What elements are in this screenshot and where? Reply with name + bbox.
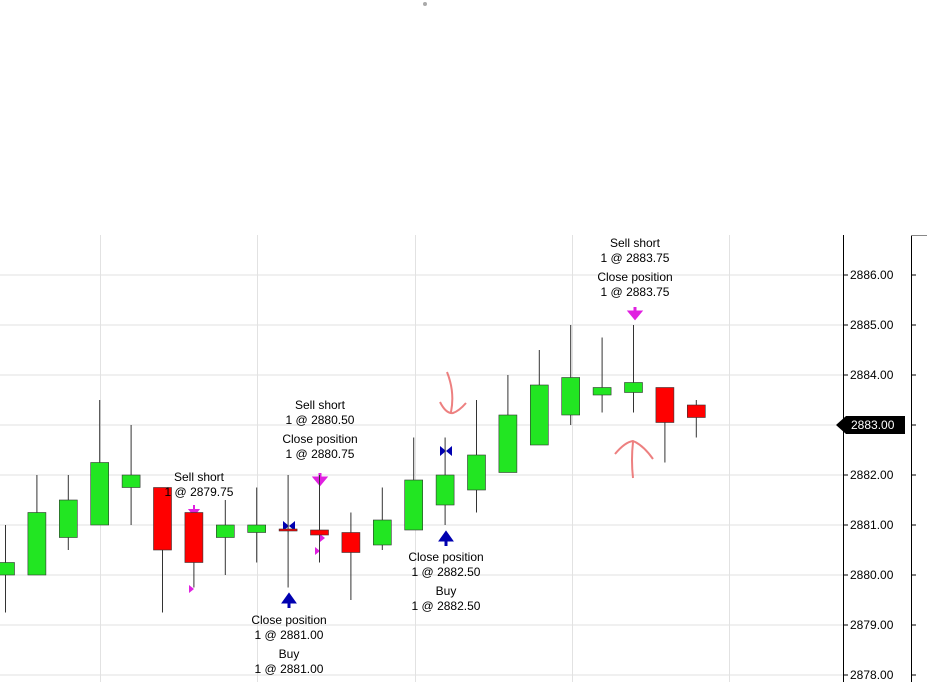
candle-body <box>498 414 518 473</box>
candle-body <box>592 387 612 396</box>
y-tick-label: 2882.00 <box>850 468 894 482</box>
trade-label: 1 @ 2882.50 <box>412 565 481 579</box>
trade-label: Buy <box>436 584 457 598</box>
candle-body <box>216 524 235 538</box>
dot <box>423 2 427 6</box>
trade-label: Sell short <box>295 398 346 412</box>
candle-body <box>27 512 47 576</box>
y-tick-label: 2885.00 <box>850 318 894 332</box>
y-tick-label: 2878.00 <box>850 668 894 682</box>
y-tick-label: 2886.00 <box>850 268 894 282</box>
trade-label: Close position <box>408 550 483 564</box>
trade-label: 1 @ 2882.50 <box>412 599 481 613</box>
candle-body <box>121 474 141 488</box>
y-tick-label: 2881.00 <box>850 518 894 532</box>
trade-label: 1 @ 2883.75 <box>601 251 670 265</box>
candle-body <box>247 524 266 533</box>
last-price-tag <box>836 416 905 434</box>
y-tick-label: 2879.00 <box>850 618 894 632</box>
candle-body <box>404 479 424 531</box>
trade-label: 1 @ 2880.50 <box>286 413 355 427</box>
candle-body <box>467 454 486 491</box>
candle-body <box>655 387 675 423</box>
y-tick-label: 2884.00 <box>850 368 894 382</box>
candle-body <box>341 532 361 553</box>
candle-body <box>90 462 109 526</box>
candle-body <box>278 528 298 532</box>
candle-body <box>58 499 78 538</box>
candle-body <box>529 384 549 446</box>
candle-body <box>372 519 392 546</box>
trade-label: Close position <box>251 613 326 627</box>
trade-label: 1 @ 2881.00 <box>255 662 324 676</box>
trade-label: Close position <box>282 432 357 446</box>
candle-body <box>153 487 172 551</box>
markers <box>187 307 644 608</box>
candle-body <box>0 562 15 576</box>
trade-label: Close position <box>597 270 672 284</box>
trade-label: 1 @ 2879.75 <box>165 485 234 499</box>
candle-body <box>624 382 643 393</box>
candle-body <box>184 512 204 563</box>
hand-drawn-arrows <box>439 371 654 479</box>
candle-body <box>561 377 581 416</box>
last-price-label: 2883.00 <box>851 418 895 432</box>
trade-label: 1 @ 2883.75 <box>601 285 670 299</box>
trade-label: Sell short <box>610 236 661 250</box>
candle-body <box>310 529 329 536</box>
candle-body <box>686 404 706 418</box>
trade-label: 1 @ 2881.00 <box>255 628 324 642</box>
trade-label: 1 @ 2880.75 <box>286 447 355 461</box>
y-tick-label: 2880.00 <box>850 568 894 582</box>
trade-label: Sell short <box>174 470 225 484</box>
trade-label: Buy <box>279 647 300 661</box>
candle-body <box>435 474 455 506</box>
